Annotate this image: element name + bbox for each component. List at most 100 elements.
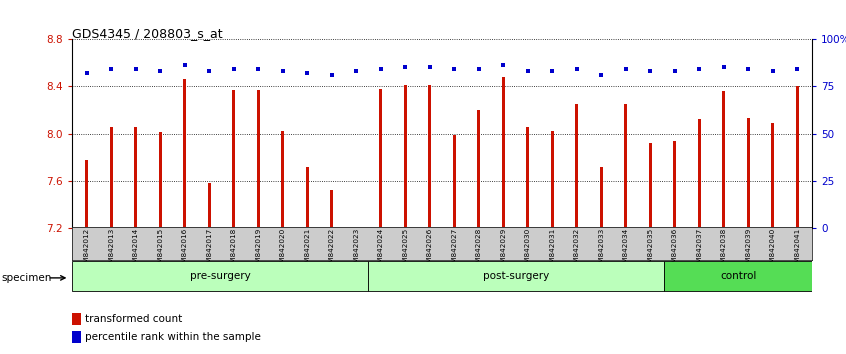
Point: [619, 67, 633, 72]
Bar: [256, 90, 260, 228]
Text: GSM842017: GSM842017: [206, 228, 212, 273]
Bar: [404, 85, 407, 228]
Bar: [477, 110, 481, 228]
Bar: [772, 123, 774, 228]
Text: pre-surgery: pre-surgery: [190, 271, 250, 281]
Bar: [184, 79, 186, 228]
Point: [595, 72, 608, 78]
Text: GSM842034: GSM842034: [623, 228, 629, 273]
Point: [742, 67, 755, 72]
FancyBboxPatch shape: [368, 261, 664, 291]
Text: GSM842023: GSM842023: [354, 228, 360, 273]
Text: GSM842032: GSM842032: [574, 228, 580, 273]
Text: GSM842041: GSM842041: [794, 228, 800, 273]
Bar: [649, 143, 652, 228]
Bar: [624, 104, 628, 228]
Bar: [281, 131, 284, 228]
Bar: [453, 135, 456, 228]
Point: [546, 68, 559, 74]
Bar: [110, 126, 113, 228]
Text: specimen: specimen: [2, 273, 52, 283]
Bar: [502, 77, 505, 228]
Point: [497, 63, 510, 68]
Point: [644, 68, 657, 74]
Bar: [72, 313, 80, 325]
Point: [791, 67, 805, 72]
Text: GDS4345 / 208803_s_at: GDS4345 / 208803_s_at: [72, 27, 222, 40]
Bar: [722, 91, 725, 228]
Text: GSM842022: GSM842022: [329, 228, 335, 273]
Text: GSM842039: GSM842039: [745, 228, 751, 273]
Text: GSM842035: GSM842035: [647, 228, 653, 273]
Point: [570, 67, 584, 72]
Point: [300, 70, 314, 76]
Text: GSM842024: GSM842024: [378, 228, 384, 273]
Bar: [135, 126, 137, 228]
Text: GSM842036: GSM842036: [672, 228, 678, 273]
Point: [766, 68, 780, 74]
Bar: [85, 160, 88, 228]
FancyBboxPatch shape: [72, 261, 368, 291]
Text: GSM842021: GSM842021: [305, 228, 310, 273]
Text: GSM842015: GSM842015: [157, 228, 163, 273]
Point: [80, 70, 93, 76]
Text: GSM842040: GSM842040: [770, 228, 776, 273]
Text: GSM842033: GSM842033: [598, 228, 604, 273]
Text: percentile rank within the sample: percentile rank within the sample: [85, 332, 261, 342]
Bar: [159, 132, 162, 228]
Point: [276, 68, 289, 74]
Bar: [72, 331, 80, 343]
FancyBboxPatch shape: [664, 261, 812, 291]
Text: GSM842028: GSM842028: [475, 228, 482, 273]
Point: [153, 68, 167, 74]
Point: [521, 68, 535, 74]
Bar: [526, 126, 530, 228]
Text: GSM842029: GSM842029: [500, 228, 506, 273]
Point: [472, 67, 486, 72]
Text: GSM842025: GSM842025: [402, 228, 409, 273]
Text: GSM842018: GSM842018: [231, 228, 237, 273]
Text: GSM842012: GSM842012: [84, 228, 90, 273]
Point: [129, 67, 142, 72]
Text: transformed count: transformed count: [85, 314, 183, 324]
Bar: [600, 167, 603, 228]
Point: [374, 67, 387, 72]
Point: [349, 68, 363, 74]
Point: [448, 67, 461, 72]
Bar: [379, 88, 382, 228]
Text: control: control: [720, 271, 756, 281]
Bar: [551, 131, 554, 228]
Point: [668, 68, 682, 74]
Text: GSM842030: GSM842030: [525, 228, 530, 273]
Point: [178, 63, 191, 68]
Text: GSM842038: GSM842038: [721, 228, 727, 273]
Text: GSM842013: GSM842013: [108, 228, 114, 273]
Text: GSM842020: GSM842020: [280, 228, 286, 273]
Point: [325, 72, 338, 78]
Point: [202, 68, 216, 74]
Point: [693, 67, 706, 72]
Text: GSM842037: GSM842037: [696, 228, 702, 273]
Text: GSM842026: GSM842026: [426, 228, 433, 273]
Bar: [796, 86, 799, 228]
Bar: [330, 190, 333, 228]
Point: [717, 64, 731, 70]
Bar: [208, 183, 211, 228]
Text: GSM842031: GSM842031: [549, 228, 555, 273]
Bar: [428, 85, 431, 228]
Text: GSM842014: GSM842014: [133, 228, 139, 273]
Point: [104, 67, 118, 72]
Point: [423, 64, 437, 70]
Bar: [673, 141, 676, 228]
Text: GSM842016: GSM842016: [182, 228, 188, 273]
Bar: [698, 119, 700, 228]
Text: GSM842027: GSM842027: [451, 228, 458, 273]
Point: [227, 67, 240, 72]
Bar: [305, 167, 309, 228]
Point: [398, 64, 412, 70]
Bar: [747, 118, 750, 228]
Bar: [232, 90, 235, 228]
Bar: [575, 104, 579, 228]
Text: post-surgery: post-surgery: [483, 271, 549, 281]
Text: GSM842019: GSM842019: [255, 228, 261, 273]
